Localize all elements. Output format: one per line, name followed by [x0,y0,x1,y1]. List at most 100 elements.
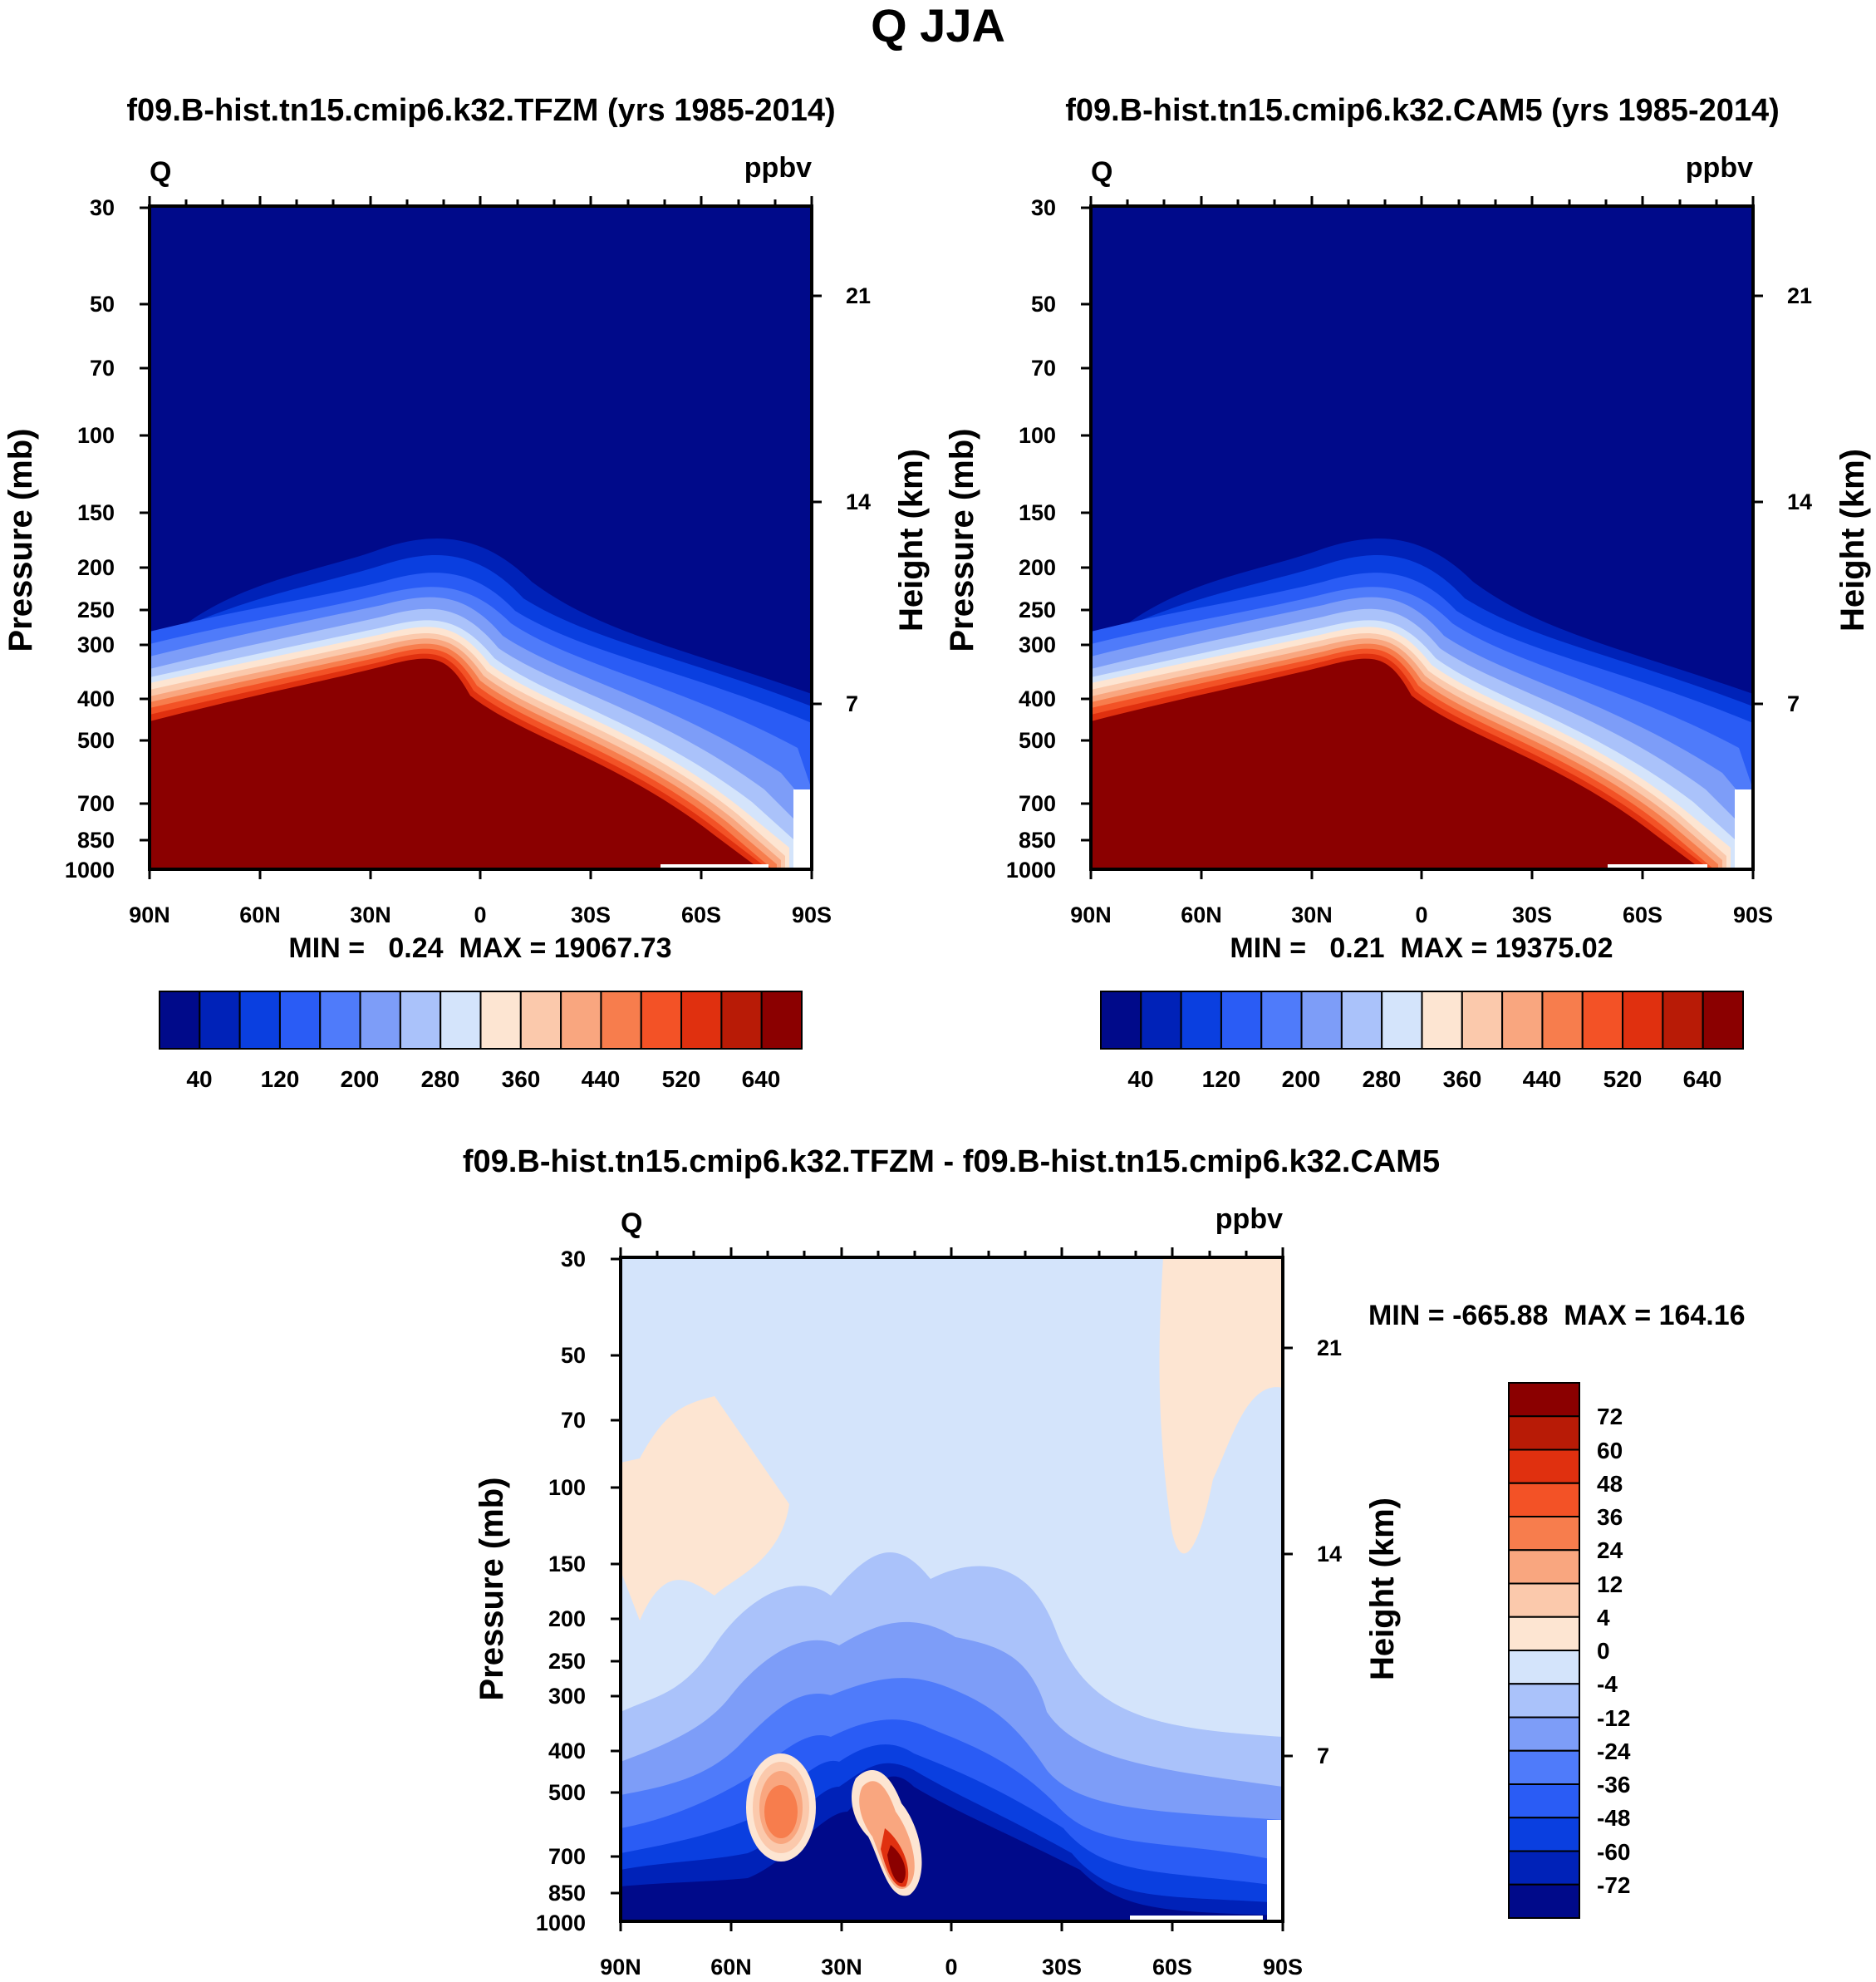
colorbar-swatch [1421,991,1463,1050]
panel-tfzm: f09.B-hist.tn15.cmip6.k32.TFZM (yrs 1985… [2,93,930,1092]
panel-difference: f09.B-hist.tn15.cmip6.k32.TFZM - f09.B-h… [463,1144,1746,1980]
colorbar-label: -4 [1597,1671,1618,1697]
height-tick-label: 7 [1317,1743,1329,1768]
colorbar-swatch [1622,991,1664,1050]
y-tick-label: 300 [77,632,115,657]
colorbar-swatch [319,991,361,1050]
height-tick-label: 14 [1317,1542,1342,1566]
y-tick-label: 250 [1019,598,1056,622]
y-tick-label: 400 [1019,686,1056,711]
x-ticks: 90N 60N 30N 0 30S 60S 90S [129,902,832,927]
colorbar-label: 72 [1597,1404,1623,1429]
y-axis-label-right: Height (km) [893,449,930,632]
colorbar [1100,991,1744,1050]
colorbar-swatch [1508,1482,1580,1517]
y-tick-label: 100 [77,423,115,448]
y-tick-label: 250 [77,598,115,622]
x-tick-label: 90S [1263,1955,1303,1980]
x-tick-label: 60S [1152,1955,1192,1980]
colorbar-label: 0 [1597,1638,1610,1664]
colorbar-swatch [1508,1783,1580,1819]
height-tick-label: 14 [1787,489,1812,514]
y-axis-label-right: Height (km) [1364,1498,1401,1680]
colorbar-swatch [720,991,763,1050]
x-tick-label: 60S [681,902,721,927]
x-tick-label: 60S [1623,902,1662,927]
colorbar-label: 640 [742,1066,781,1092]
min-max-stats: MIN = 0.24 MAX = 19067.73 [288,932,671,964]
y-tick-label: 200 [1019,555,1056,580]
figure-title: Q JJA [871,0,1005,52]
units-label: ppbv [1686,152,1753,184]
y-axis-label: Pressure (mb) [474,1478,510,1701]
colorbar-label: 200 [1282,1066,1321,1092]
y-tick-marks [1081,196,1763,879]
colorbar-swatch [399,991,442,1050]
colorbar-label: 60 [1597,1438,1623,1463]
x-tick-label: 30S [1512,902,1552,927]
colorbar-swatch [1508,1883,1580,1919]
y-axis-label-right: Height (km) [1834,449,1871,632]
colorbar-swatch [1508,1549,1580,1585]
panel-title: f09.B-hist.tn15.cmip6.k32.CAM5 (yrs 1985… [1065,93,1780,128]
x-tick-label: 90N [600,1955,641,1980]
y-tick-label: 300 [548,1684,586,1709]
colorbar-swatch [1381,991,1423,1050]
colorbar [1508,1382,1580,1919]
colorbar-swatch [199,991,241,1050]
colorbar-label: -60 [1597,1839,1630,1865]
colorbar-swatch [159,991,201,1050]
y-tick-label: 850 [548,1881,586,1906]
x-ticks: 90N 60N 30N 0 30S 60S 90S [1070,902,1773,927]
colorbar-swatch [1702,991,1744,1050]
colorbar-label: 280 [421,1066,460,1092]
y-tick-label: 70 [90,356,115,381]
y-tick-label: 150 [1019,500,1056,525]
colorbar-swatch [1461,991,1504,1050]
y-tick-label: 500 [77,728,115,753]
y-tick-label: 500 [1019,728,1056,753]
colorbar-swatch [1541,991,1584,1050]
y-tick-label: 700 [77,791,115,816]
y-ticks-left: 30 50 70 100 150 200 250 300 400 500 700… [536,1247,586,1935]
units-label: ppbv [1215,1203,1283,1235]
colorbar-label: 4 [1597,1605,1610,1630]
y-tick-label: 500 [548,1780,586,1805]
y-tick-label: 50 [1031,292,1056,317]
contour-field [621,1257,1283,1921]
colorbar-label: 120 [261,1066,300,1092]
y-axis-label: Pressure (mb) [944,429,980,652]
colorbar-swatch [1340,991,1383,1050]
panel-cam5: f09.B-hist.tn15.cmip6.k32.CAM5 (yrs 1985… [944,93,1871,1092]
x-tick-label: 0 [945,1955,957,1980]
colorbar-label: 440 [1523,1066,1562,1092]
y-ticks-left: 30 50 70 100 150 200 250 300 400 500 700… [1006,195,1056,883]
x-tick-label: 90S [1733,902,1773,927]
colorbar-label: -24 [1597,1739,1631,1764]
colorbar-swatch [1508,1415,1580,1451]
y-tick-label: 850 [1019,828,1056,853]
y-tick-label: 100 [548,1475,586,1500]
colorbar-swatch [1140,991,1182,1050]
x-tick-label: 30N [1291,902,1333,927]
height-tick-label: 14 [846,489,871,514]
x-tick-label: 60N [710,1955,752,1980]
min-max-stats: MIN = -665.88 MAX = 164.16 [1368,1300,1746,1331]
y-axis-label: Pressure (mb) [2,429,39,652]
y-tick-label: 400 [77,686,115,711]
colorbar-swatch [1260,991,1303,1050]
y-tick-label: 850 [77,828,115,853]
colorbar-label: 520 [662,1066,701,1092]
y-tick-label: 30 [90,195,115,220]
x-tick-label: 30S [1042,1955,1082,1980]
y-ticks-left: 30 50 70 100 150 200 250 300 400 500 700… [65,195,115,883]
colorbar-label: -48 [1597,1805,1630,1831]
y-tick-label: 150 [77,500,115,525]
x-tick-label: 30S [571,902,611,927]
colorbar-swatch [1508,1850,1580,1886]
x-tick-label: 90N [129,902,170,927]
colorbar-label: -36 [1597,1772,1630,1798]
height-tick-label: 21 [1787,283,1812,308]
panel-title: f09.B-hist.tn15.cmip6.k32.TFZM (yrs 1985… [126,93,835,128]
colorbar-label: 520 [1603,1066,1643,1092]
